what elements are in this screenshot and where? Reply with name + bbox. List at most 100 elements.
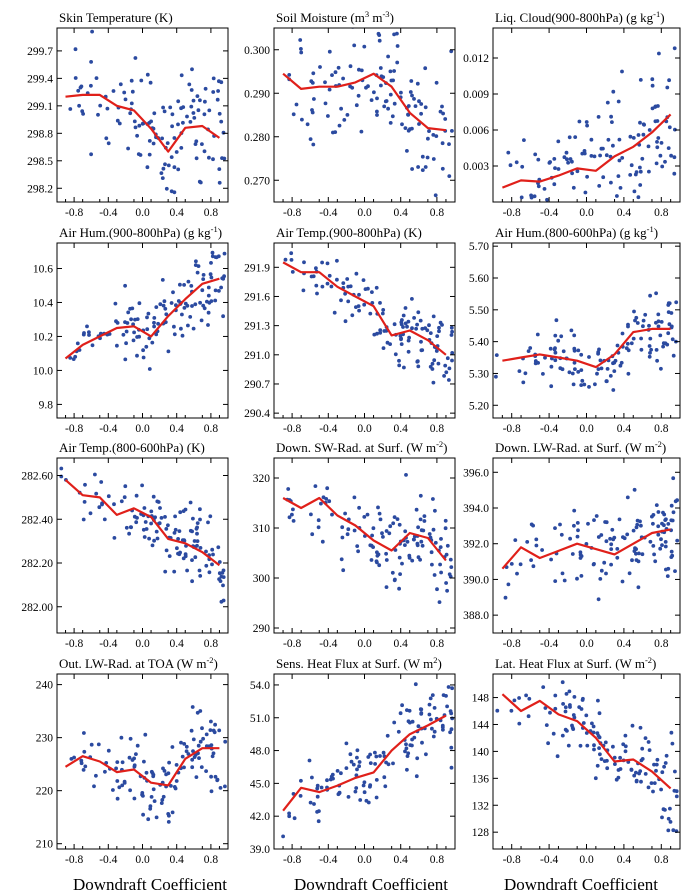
y-tick-label: 392.0 — [463, 539, 489, 551]
scatter-point — [375, 331, 379, 336]
scatter-point — [357, 67, 361, 72]
x-tick-label: 0.8 — [204, 207, 219, 219]
scatter-point — [509, 708, 514, 713]
x-tick-label: -0.4 — [319, 423, 337, 435]
scatter-point — [134, 752, 138, 756]
scatter-point — [73, 47, 78, 52]
scatter-point — [209, 261, 213, 265]
scatter-point — [368, 311, 373, 316]
scatter-point — [662, 764, 666, 769]
scatter-point — [75, 341, 80, 346]
scatter-point — [549, 364, 554, 369]
scatter-point — [327, 49, 332, 54]
scatter-point — [391, 521, 396, 526]
scatter-point — [180, 312, 184, 317]
scatter-point — [412, 97, 416, 101]
scatter-point — [158, 506, 162, 510]
scatter-point — [190, 579, 195, 584]
scatter-point — [142, 759, 146, 764]
scatter-point — [634, 525, 639, 530]
scatter-point — [536, 184, 541, 189]
scatter-point — [571, 713, 576, 717]
scatter-point — [404, 746, 409, 751]
scatter-point — [590, 721, 594, 726]
scatter-point — [415, 359, 420, 364]
scatter-point — [319, 785, 324, 790]
scatter-point — [390, 570, 395, 575]
y-tick-label: 51.0 — [250, 713, 270, 725]
scatter-point — [506, 582, 511, 587]
scatter-point — [209, 275, 214, 280]
scatter-point — [661, 807, 666, 812]
scatter-point — [180, 754, 185, 759]
scatter-point — [663, 761, 668, 765]
panel-title: Sens. Heat Flux at Surf. (W m2) — [276, 655, 442, 671]
scatter-point — [132, 330, 137, 335]
scatter-point — [598, 752, 602, 757]
title-superscript: -1 — [647, 224, 654, 234]
scatter-point — [595, 763, 600, 768]
scatter-point — [405, 324, 409, 329]
scatter-point — [606, 137, 611, 142]
scatter-point — [174, 150, 179, 154]
scatter-point — [150, 771, 155, 775]
scatter-point — [164, 312, 169, 317]
scatter-point — [399, 90, 403, 95]
scatter-point — [401, 325, 405, 329]
scatter-point — [389, 78, 394, 83]
mean-line — [282, 496, 447, 562]
scatter-point — [208, 514, 213, 519]
scatter-point — [310, 108, 314, 112]
scatter-point — [647, 354, 652, 359]
scatter-point — [413, 104, 418, 108]
scatter-point — [395, 517, 400, 521]
scatter-point — [592, 743, 596, 748]
scatter-point — [320, 539, 325, 544]
scatter-point — [398, 334, 403, 338]
scatter-point — [186, 323, 190, 328]
scatter-point — [384, 529, 389, 533]
scatter-point — [395, 44, 400, 48]
title-text: Soil Moisture (m — [276, 10, 365, 25]
x-tick-label: -0.4 — [540, 207, 558, 219]
x-tick-label: 0.0 — [135, 638, 150, 650]
scatter-point — [669, 503, 674, 508]
scatter-point — [127, 531, 131, 536]
scatter-point — [289, 251, 294, 256]
scatter-point — [674, 300, 679, 305]
scatter-point — [573, 367, 577, 371]
scatter-point — [638, 120, 642, 125]
mean-line — [64, 277, 220, 360]
scatter-point — [159, 801, 164, 805]
x-tick-label: 0.4 — [170, 423, 185, 435]
scatter-point — [217, 577, 222, 581]
scatter-point — [122, 90, 127, 95]
scatter-point — [130, 89, 135, 94]
scatter-point — [576, 348, 581, 353]
scatter-point — [170, 810, 175, 815]
scatter-point — [68, 107, 73, 111]
scatter-point — [357, 292, 361, 297]
scatter-point — [176, 299, 181, 303]
scatter-point — [652, 762, 656, 767]
scatter-point — [419, 707, 424, 712]
scatter-point — [675, 538, 680, 543]
y-tick-label: 0.290 — [244, 88, 270, 100]
scatter-point — [609, 547, 614, 551]
scatter-point — [302, 260, 306, 265]
scatter-point — [182, 283, 187, 287]
scatter-point — [434, 349, 439, 353]
scatter-point — [623, 744, 628, 749]
scatter-point — [395, 60, 400, 65]
title-text: Out. LW-Rad. at TOA (W m — [59, 656, 206, 671]
scatter-point — [584, 120, 589, 124]
scatter-point — [145, 72, 150, 77]
scatter-point — [213, 722, 218, 727]
scatter-point — [172, 332, 177, 337]
scatter-point — [577, 119, 582, 124]
scatter-point — [380, 531, 384, 536]
scatter-point — [612, 755, 617, 760]
scatter-point — [437, 329, 441, 334]
scatter-point — [164, 548, 169, 553]
scatter-point — [219, 285, 224, 290]
